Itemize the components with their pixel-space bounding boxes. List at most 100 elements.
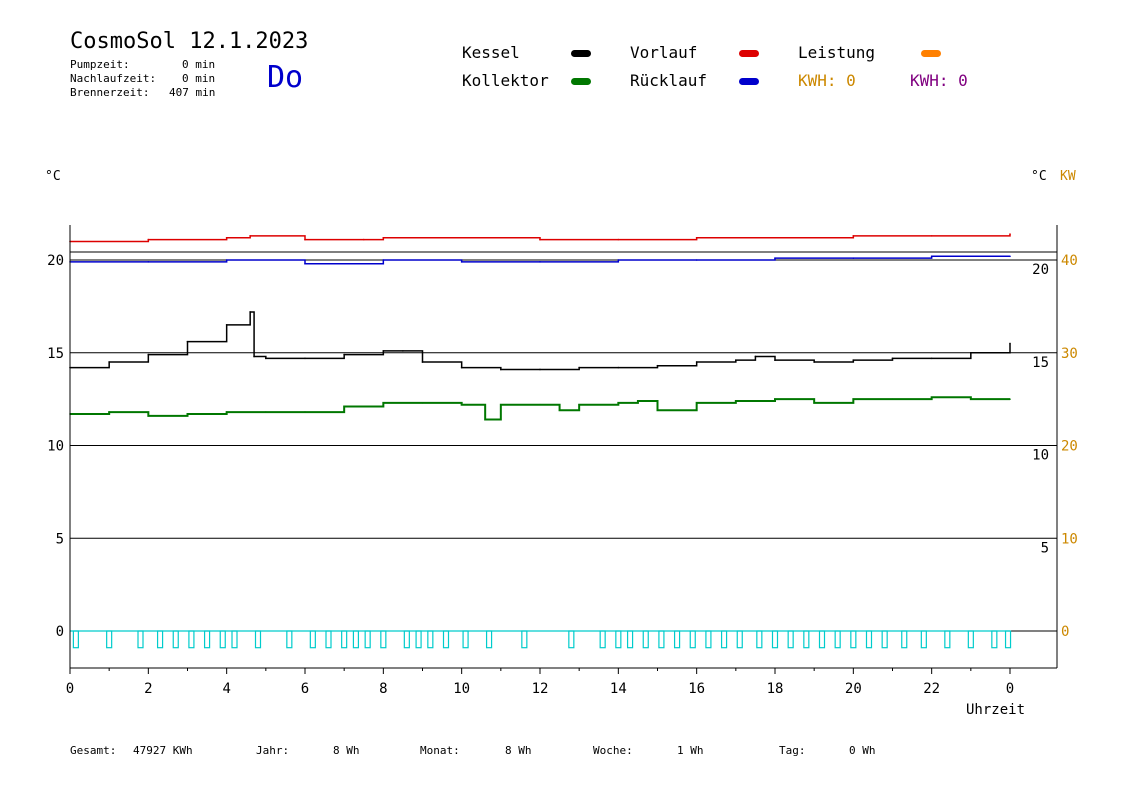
- point-kessel-1: [108, 361, 110, 363]
- series-line-kollektor: [70, 396, 1010, 421]
- y-tick-kw-0: 0: [1061, 624, 1069, 640]
- x-tick-label-11: 22: [923, 681, 940, 697]
- point-rcklauf-5: [460, 261, 463, 263]
- pump-pulse-20: [442, 630, 450, 649]
- y-tick-kw-30: 30: [1061, 346, 1078, 362]
- point-kessel-11: [402, 350, 404, 352]
- y-tick-right-10: 10: [1032, 448, 1049, 464]
- pump-pulse-40: [834, 630, 841, 649]
- pump-pulse-37: [787, 630, 794, 649]
- pump-pulse-2: [137, 630, 144, 649]
- pump-pulse-43: [881, 630, 888, 649]
- footer-gesamt-label: Gesamt:: [70, 744, 117, 757]
- series-line-rcklauf: [70, 255, 1010, 265]
- point-kessel-21: [754, 355, 757, 358]
- footer-tag-value: 0 Wh: [849, 744, 876, 757]
- pump-pulse-48: [991, 630, 998, 649]
- point-kessel-2: [147, 353, 150, 356]
- pump-pulse-35: [756, 630, 763, 649]
- legend-kollektor-label: Kollektor: [462, 71, 549, 90]
- point-kollektor-15: [578, 403, 580, 406]
- legend-vorlauf-swatch: [739, 50, 759, 57]
- point-kollektor-25: [930, 396, 933, 399]
- pump-pulse-22: [485, 630, 493, 649]
- pumpzeit-value: 0 min: [182, 58, 216, 71]
- point-kessel-4: [225, 324, 228, 326]
- footer-monat-label: Monat:: [420, 744, 460, 757]
- point-kessel-16: [578, 366, 580, 369]
- legend-ruecklauf-label: Rücklauf: [630, 71, 708, 90]
- point-rcklauf-9: [774, 257, 776, 259]
- pump-pulse-17: [403, 630, 410, 649]
- x-tick-label-8: 16: [688, 681, 705, 697]
- point-rcklauf-3: [304, 262, 306, 265]
- point-kollektor-18: [656, 409, 659, 412]
- pump-pulse-31: [689, 630, 696, 649]
- x-tick-label-2: 4: [222, 681, 230, 697]
- y-tick-kw-40: 40: [1061, 253, 1078, 269]
- nachlaufzeit-label: Nachlaufzeit:: [70, 72, 157, 85]
- point-kollektor-26: [970, 398, 972, 400]
- footer-gesamt-value: 47927 KWh: [133, 744, 193, 757]
- point-kessel-27: [970, 351, 972, 354]
- pump-pulse-19: [427, 630, 434, 649]
- x-tick-label-12: 0: [1006, 681, 1014, 697]
- footer-jahr-label: Jahr:: [256, 744, 290, 757]
- point-kollektor-10: [460, 403, 463, 406]
- point-kollektor-20: [735, 400, 737, 402]
- point-rcklauf-7: [617, 259, 620, 261]
- point-kessel-5: [249, 311, 251, 313]
- weekday-label: Do: [267, 60, 304, 95]
- y-tick-left-5: 5: [56, 531, 64, 547]
- point-kollektor-23: [852, 398, 855, 400]
- pump-pulse-15: [364, 630, 371, 649]
- point-kessel-9: [343, 353, 345, 356]
- legend-ruecklauf-swatch: [739, 78, 759, 85]
- point-kessel-3: [186, 340, 189, 343]
- pump-pulse-27: [626, 630, 634, 649]
- pump-pulse-30: [673, 630, 681, 649]
- legend-leistung-swatch: [921, 50, 941, 57]
- point-vorlauf-9: [617, 238, 620, 241]
- point-kollektor-5: [265, 411, 267, 413]
- footer-tag-label: Tag:: [779, 744, 806, 757]
- brennerzeit-label: Brennerzeit:: [70, 86, 150, 99]
- chart-title: CosmoSol 12.1.2023: [70, 29, 309, 54]
- pump-pulse-9: [254, 630, 262, 649]
- pump-pulse-34: [736, 630, 743, 649]
- x-tick-label-4: 8: [379, 681, 387, 697]
- x-tick-label-7: 14: [610, 681, 627, 697]
- x-tick-label-1: 2: [144, 681, 152, 697]
- nachlaufzeit-value: 0 min: [182, 72, 216, 85]
- pump-pulse-16: [380, 630, 387, 649]
- footer-woche-value: 1 Wh: [677, 744, 704, 757]
- x-tick-label-3: 6: [301, 681, 309, 697]
- pump-pulse-28: [642, 630, 649, 649]
- legend-kwh-purple: KWH: 0: [910, 71, 968, 90]
- point-kessel-18: [656, 364, 659, 367]
- pump-pulse-38: [803, 630, 810, 649]
- x-tick-label-9: 18: [767, 681, 784, 697]
- legend-vorlauf-label: Vorlauf: [630, 43, 698, 62]
- point-kessel-13: [460, 366, 463, 369]
- point-kollektor-1: [108, 411, 110, 413]
- pump-pulse-6: [203, 630, 211, 649]
- point-rcklauf-1: [147, 261, 150, 263]
- point-kessel-15: [539, 368, 541, 371]
- point-vorlauf-3: [249, 235, 251, 237]
- x-tick-label-10: 20: [845, 681, 862, 697]
- point-kollektor-27: [1009, 398, 1011, 400]
- point-kessel-28: [1009, 342, 1011, 345]
- pump-pulse-13: [341, 630, 348, 649]
- point-kollektor-24: [891, 398, 894, 400]
- point-vorlauf-12: [852, 235, 855, 237]
- legend-kollektor-swatch: [571, 78, 591, 85]
- point-kollektor-7: [343, 405, 345, 408]
- legend-leistung-label: Leistung: [798, 43, 876, 62]
- y-tick-left-0: 0: [56, 624, 64, 640]
- point-kollektor-4: [225, 411, 228, 413]
- right-axis-unit: °C: [1031, 169, 1047, 184]
- y-tick-left-20: 20: [47, 253, 64, 269]
- point-rcklauf-11: [930, 255, 933, 258]
- footer-monat-value: 8 Wh: [505, 744, 532, 757]
